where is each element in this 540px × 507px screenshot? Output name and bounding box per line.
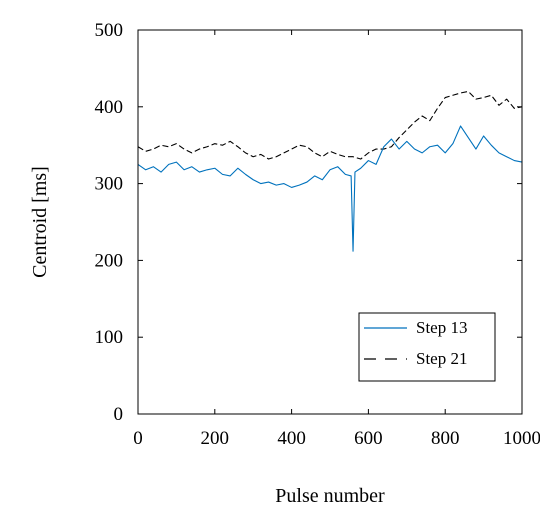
axes-layer — [137, 29, 523, 415]
legend-box — [358, 312, 496, 382]
x-tick-label: 0 — [133, 428, 143, 449]
plot-layer — [137, 90, 523, 252]
series-line-step-13 — [137, 125, 523, 252]
legend-label-step-13: Step 13 — [416, 318, 467, 337]
y-tick-label: 200 — [95, 250, 124, 271]
x-tick-label: 800 — [431, 428, 460, 449]
x-tick-label: 200 — [201, 428, 230, 449]
y-tick-label: 100 — [95, 327, 124, 348]
x-tick-label: 600 — [354, 428, 383, 449]
y-tick-label: 0 — [114, 404, 124, 425]
x-axis-label: Pulse number — [275, 485, 385, 507]
plot-frame — [137, 29, 523, 415]
legend: Step 13 Step 21 — [358, 312, 496, 382]
ticks-layer: 0 200 400 600 800 1000 0 100 200 300 400 500 — [95, 20, 540, 449]
y-tick-label: 400 — [95, 97, 124, 118]
legend-label-step-21: Step 21 — [416, 349, 467, 368]
y-tick-label: 500 — [95, 20, 124, 41]
x-tick-label: 400 — [277, 428, 306, 449]
y-tick-label: 300 — [95, 174, 124, 195]
series-line-step-21 — [137, 90, 523, 160]
x-tick-label: 1000 — [503, 428, 540, 449]
y-axis-label: Centroid [ms] — [29, 166, 51, 278]
